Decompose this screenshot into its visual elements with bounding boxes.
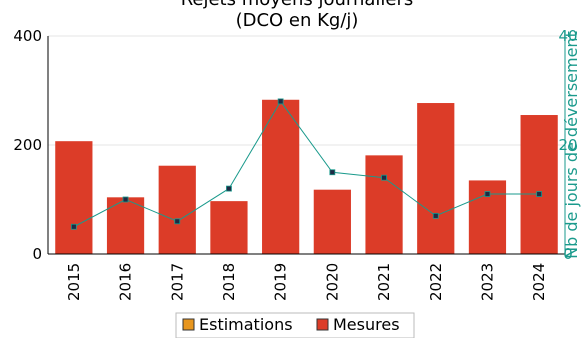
bar-mesures-2021 — [365, 155, 403, 254]
y-right-axis-label: Nb de jours de déversement — [562, 31, 581, 259]
legend-swatch-mesures — [316, 318, 329, 331]
line-jours-deversement — [73, 100, 540, 228]
point-jours-2022 — [432, 212, 439, 219]
bar-mesures-2020 — [313, 189, 351, 254]
point-jours-2021 — [381, 174, 387, 181]
chart-title-line1: Rejets moyens journaliers — [181, 0, 414, 10]
y-right-tick-label: 20 — [558, 136, 577, 154]
bars-layer — [55, 99, 558, 255]
bar-mesures-2022 — [417, 103, 455, 254]
bar-mesures-2016 — [106, 197, 145, 254]
y-right-tick-label: 0 — [563, 245, 573, 263]
point-jours-2016 — [122, 196, 129, 203]
legend: Estimations Mesures — [175, 312, 415, 338]
y-left-tick-label: 0 — [32, 245, 42, 263]
point-jours-2019 — [277, 98, 284, 105]
legend-label-estimations: Estimations — [199, 315, 293, 334]
x-tick-label-2022: 2022 — [427, 263, 445, 301]
axes-layer — [47, 36, 566, 255]
point-jours-2018 — [226, 185, 232, 192]
bar-mesures-2018 — [210, 201, 248, 254]
x-tick-label-2015: 2015 — [65, 263, 83, 301]
x-tick-label-2016: 2016 — [117, 263, 135, 301]
point-jours-2024 — [536, 191, 543, 197]
bar-mesures-2015 — [55, 141, 93, 254]
x-tick-label-2023: 2023 — [478, 263, 496, 301]
point-jours-2017 — [174, 218, 181, 225]
legend-label-mesures: Mesures — [333, 315, 400, 334]
x-tick-label-2018: 2018 — [220, 263, 238, 301]
x-tick-label-2021: 2021 — [375, 263, 393, 301]
ticks-layer: 0 200 400 0 20 40 — [13, 27, 577, 263]
legend-box — [175, 312, 415, 338]
x-tick-label-2024: 2024 — [530, 263, 548, 301]
bar-mesures-2024 — [520, 115, 558, 255]
y-left-tick-label: 400 — [13, 27, 42, 45]
legend-swatch-estimations — [182, 318, 195, 331]
x-tick-label-2020: 2020 — [323, 263, 341, 301]
point-jours-2023 — [484, 191, 491, 197]
chart-title-line2: (DCO en Kg/j) — [236, 10, 359, 31]
bar-mesures-2019 — [262, 99, 300, 254]
bar-mesures-2017 — [158, 165, 196, 254]
x-tick-label-2019: 2019 — [272, 263, 290, 301]
y-left-tick-label: 200 — [13, 136, 42, 154]
line-layer — [70, 98, 543, 230]
category-labels: 2015 2016 2017 2018 2019 2020 2021 2022 2023 2024 — [65, 263, 548, 301]
point-jours-2015 — [70, 223, 77, 230]
y-right-tick-label: 40 — [558, 27, 577, 45]
x-tick-label-2017: 2017 — [168, 263, 186, 301]
point-jours-2020 — [329, 169, 336, 176]
